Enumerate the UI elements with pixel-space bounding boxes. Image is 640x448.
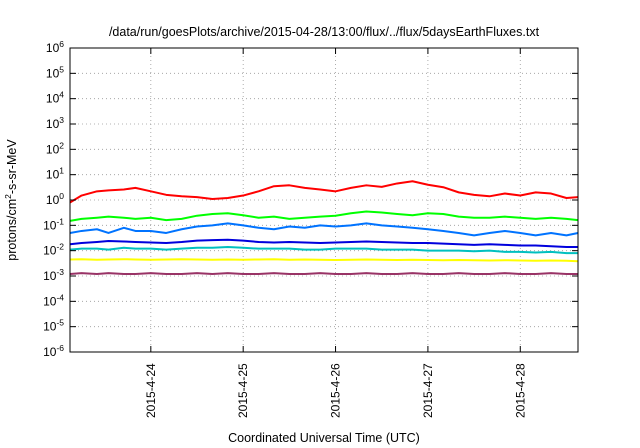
series-line-4	[69, 238, 578, 248]
x-tick-label: 2015-4-26	[329, 363, 343, 418]
y-tick-label-base: 10	[46, 66, 60, 80]
x-tick-label: 2015-4-24	[144, 363, 158, 418]
y-tick-label-exp: 6	[59, 39, 64, 49]
y-tick-label-base: 10	[46, 41, 60, 55]
y-tick-label-base: 10	[46, 92, 60, 106]
y-tick-label: 102	[46, 140, 64, 156]
y-tick-label: 10-2	[43, 242, 64, 258]
x-axis-label: Coordinated Universal Time (UTC)	[228, 431, 420, 445]
y-tick-label-exp: -6	[56, 343, 64, 353]
y-axis-label: protons/cm2-s-sr-MeV	[3, 139, 19, 261]
y-tick-label-exp: -1	[56, 216, 64, 226]
y-tick-label-base: 10	[43, 294, 57, 308]
y-tick-label: 100	[46, 191, 64, 207]
y-tick-label-base: 10	[43, 244, 57, 258]
y-tick-label: 106	[46, 39, 64, 55]
y-tick-label-base: 10	[43, 218, 57, 232]
y-tick-label-exp: 0	[59, 191, 64, 201]
series-line-2	[69, 210, 579, 222]
series-line-7	[69, 272, 578, 275]
y-tick-label: 103	[46, 115, 64, 131]
series-layer	[69, 180, 579, 275]
tick-layer: 10-610-510-410-310-210-11001011021031041…	[43, 39, 578, 418]
y-tick-label-exp: -5	[56, 318, 64, 328]
chart-title: /data/run/goesPlots/archive/2015-04-28/1…	[109, 25, 540, 39]
y-tick-label: 10-5	[43, 318, 64, 334]
series-line-6	[69, 258, 579, 263]
y-tick-label-exp: 1	[59, 166, 64, 176]
y-tick-label: 10-6	[43, 343, 64, 359]
y-tick-label-exp: 3	[59, 115, 64, 125]
y-tick-label: 104	[46, 90, 64, 106]
y-tick-label-base: 10	[43, 269, 57, 283]
y-tick-label-exp: -2	[56, 242, 64, 252]
y-tick-label: 10-3	[43, 267, 64, 283]
y-tick-label-exp: 4	[59, 90, 64, 100]
y-tick-label-base: 10	[46, 142, 60, 156]
series-line-3	[69, 222, 579, 237]
y-tick-label-base: 10	[46, 168, 60, 182]
y-tick-label-base: 10	[43, 320, 57, 334]
series-line-5	[69, 245, 578, 255]
y-axis-label-base: protons/cm	[5, 199, 19, 261]
y-tick-label-exp: 2	[59, 140, 64, 150]
y-tick-label-exp: -3	[56, 267, 64, 277]
x-tick-label: 2015-4-25	[236, 363, 250, 418]
y-axis-label-rest: -s-sr-MeV	[5, 139, 19, 195]
y-tick-label: 101	[46, 166, 64, 182]
series-line-1	[69, 180, 579, 204]
x-tick-label: 2015-4-28	[513, 363, 527, 418]
grid-layer	[70, 48, 578, 352]
y-tick-label: 105	[46, 64, 64, 80]
y-tick-label-base: 10	[43, 345, 57, 359]
y-tick-label-base: 10	[46, 117, 60, 131]
y-tick-label: 10-1	[43, 216, 64, 232]
y-tick-label-exp: 5	[59, 64, 64, 74]
y-tick-label-exp: -4	[56, 292, 64, 302]
x-tick-label: 2015-4-27	[421, 363, 435, 418]
y-tick-label-base: 10	[46, 193, 60, 207]
y-axis-label-sup: 2	[3, 194, 13, 199]
y-tick-label: 10-4	[43, 292, 64, 308]
